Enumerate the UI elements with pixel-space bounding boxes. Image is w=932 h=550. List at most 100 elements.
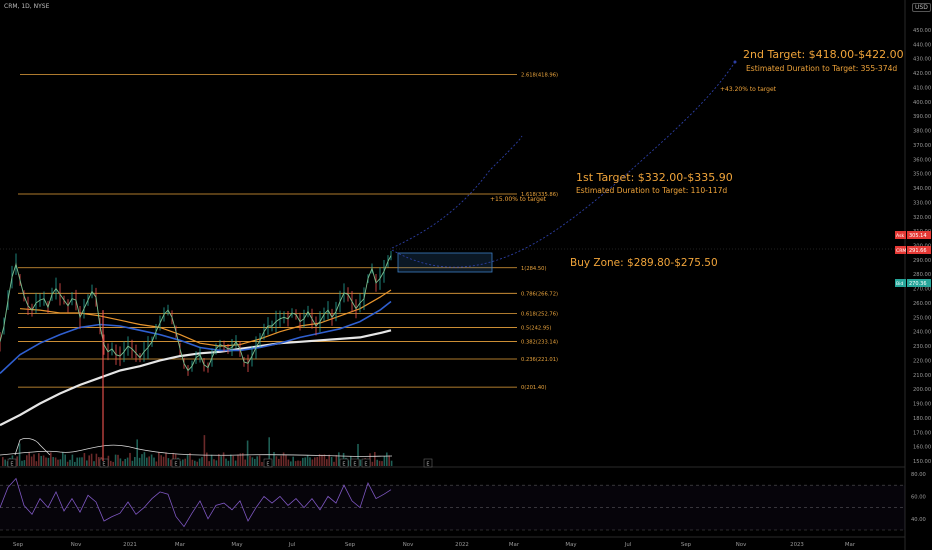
ma-orange-line [19,289,392,347]
volume-bar [162,456,165,466]
y-tick-label: 410.00 [913,85,931,91]
volume-bar [292,456,294,466]
volume-bar [234,460,237,466]
volume-bar [383,456,386,466]
y-tick-label: 340.00 [913,186,931,192]
volume-bar [167,458,170,466]
volume-bar [155,461,158,466]
volume-bar [316,457,318,466]
volume-bar [326,459,328,466]
badge-value: 305.14 [909,233,927,239]
volume-bar [64,454,66,466]
volume-bar [179,461,182,466]
rsi-tick-label: 40.00 [911,517,926,523]
volume-bar [38,453,40,466]
x-tick-label: Mar [509,542,520,548]
y-tick-label: 360.00 [913,157,931,163]
volume-bar [35,461,38,466]
volume-bar [239,453,242,466]
badge-name: Ask [896,233,905,239]
volume-bar [78,457,81,466]
volume-bar [126,457,129,466]
volume-bar [275,456,278,466]
rsi-tick-label: 60.00 [911,494,926,500]
badge-value-bg [907,279,931,287]
earnings-marker [350,458,360,468]
volume-bar [93,461,95,466]
volume-bar [98,457,100,466]
volume-bar [285,455,287,466]
volume-bar [47,457,50,466]
volume-bar [258,455,261,466]
volume-bar [213,459,215,466]
volume-bar [143,452,146,466]
volume-bar [160,455,162,466]
x-tick-label: Nov [403,542,414,548]
y-tick-label: 160.00 [913,445,931,451]
volume-bar [338,452,340,466]
y-tick-label: 330.00 [913,200,931,206]
volume-bar [225,458,227,466]
volume-bar [50,452,52,466]
volume-bar [191,459,194,466]
volume-bar [299,460,302,466]
volume-bar [198,458,201,466]
volume-bar [268,437,270,466]
earnings-marker [171,458,181,468]
earnings-marker [339,458,349,468]
fib-level-label: 0.236(221.01) [521,357,558,363]
y-tick-label: 220.00 [913,358,931,364]
volume-bar [321,454,323,466]
volume-bar [378,460,381,466]
x-tick-label: 2022 [455,542,469,548]
x-tick-label: Mar [175,542,186,548]
volume-bar [304,457,306,466]
volume-bar [203,435,206,466]
badge-name-bg [895,279,906,287]
volume-bar [232,455,234,466]
badge-name: CRM [896,248,906,254]
volume-bar [42,455,45,466]
volume-bar [297,460,299,466]
volume-bar [117,454,119,466]
badge-value: 270.36 [909,281,927,287]
earnings-marker-label: E [266,462,269,468]
volume-bar [254,458,256,466]
volume-bar [314,457,316,466]
target1-title: 1st Target: $332.00-$335.90 [576,171,733,184]
volume-bar [390,460,393,466]
fib-level-label: 1.618(335.86) [521,192,558,198]
volume-bar [76,457,78,466]
volume-bar [21,460,23,466]
volume-bar [287,459,290,466]
rsi-line [0,477,392,528]
badge-name: Bid [896,281,903,287]
badge-value-bg [907,246,931,254]
y-tick-label: 290.00 [913,258,931,264]
volume-bar [196,461,198,466]
volume-bar [374,452,376,466]
volume-bar [189,452,191,466]
volume-bar [381,461,383,466]
target2-title: 2nd Target: $418.00-$422.00 [743,48,904,61]
volume-bar [333,461,335,466]
badge-name-bg [895,231,906,239]
target2-duration: Estimated Duration to Target: 355-374d [746,64,897,73]
y-tick-label: 420.00 [913,71,931,77]
volume-bar [280,455,282,466]
volume-bar [146,457,148,466]
volume-bar [309,457,311,466]
currency-label: USD [912,3,931,12]
volume-bar [150,454,153,466]
rsi-tick-label: 80.00 [911,472,926,478]
volume-bar [33,454,35,466]
volume-bar [74,461,76,466]
volume-bar [138,457,141,466]
volume-bar [119,458,122,466]
volume-bar [186,454,189,466]
volume-bar [330,457,333,466]
volume-bar [249,455,251,466]
earnings-marker-label: E [353,462,356,468]
volume-bar [182,459,184,466]
